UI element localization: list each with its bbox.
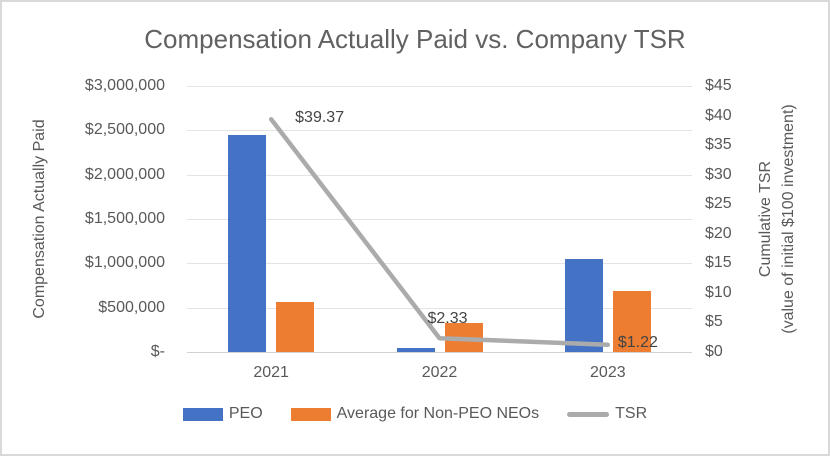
tsr-data-label: $2.33: [427, 310, 468, 328]
right-axis-tick: $10: [705, 283, 732, 301]
left-axis-tick: $-: [150, 343, 165, 360]
x-axis-label: 2023: [590, 364, 626, 381]
bar-peo-2023: [564, 259, 603, 352]
left-axis-tick: $1,500,000: [84, 210, 165, 227]
right-axis-tick: $35: [705, 136, 732, 154]
left-axis-tick: $1,000,000: [84, 254, 165, 272]
gridline: [187, 130, 692, 132]
gridline: [187, 219, 692, 220]
left-axis-tick: $2,500,000: [84, 121, 165, 139]
tsr-polyline: [268, 117, 611, 348]
tsr-data-label: $39.37: [295, 109, 345, 127]
legend-item-neo: Average for Non-PEO NEOs: [290, 405, 540, 423]
neo-swatch-icon: [290, 407, 331, 421]
tsr-data-label: $1.22: [617, 333, 658, 351]
right-axis-tick: $40: [705, 106, 732, 124]
right-axis-tick: $15: [705, 254, 732, 272]
gridline: [187, 263, 692, 265]
legend-label-peo: PEO: [228, 405, 263, 422]
right-axis-tick: $5: [705, 313, 723, 331]
right-axis-tick: $20: [705, 224, 732, 242]
gridline: [187, 307, 692, 309]
left-axis-tick: $3,000,000: [84, 77, 165, 94]
bar-neo-2023: [612, 291, 651, 352]
legend-label-tsr: TSR: [615, 405, 648, 422]
right-axis-tick: $30: [705, 165, 732, 183]
x-axis-label: 2021: [253, 364, 289, 381]
legend: PEO Average for Non-PEO NEOs TSR: [2, 405, 828, 423]
bar-neo-2021: [276, 302, 315, 352]
legend-label-neo: Average for Non-PEO NEOs: [336, 405, 540, 422]
tsr-swatch-icon: [567, 411, 610, 417]
legend-item-tsr: TSR: [567, 405, 647, 423]
tsr-line: [268, 117, 611, 348]
left-axis-tick: $2,000,000: [84, 165, 165, 183]
right-axis-tick: $45: [705, 77, 732, 94]
bar-peo-2022: [396, 348, 435, 352]
bar-peo-2021: [228, 135, 267, 352]
right-axis-tick: $25: [705, 195, 732, 213]
gridline: [187, 86, 692, 87]
chart-title: Compensation Actually Paid vs. Company T…: [144, 24, 686, 54]
peo-swatch-icon: [182, 407, 223, 421]
left-axis-tick: $500,000: [98, 298, 165, 316]
right-axis-tick: $0: [705, 343, 723, 360]
legend-item-peo: PEO: [182, 405, 263, 423]
gridline: [187, 352, 692, 353]
x-axis-label: 2022: [421, 364, 458, 381]
gridline: [187, 174, 692, 176]
